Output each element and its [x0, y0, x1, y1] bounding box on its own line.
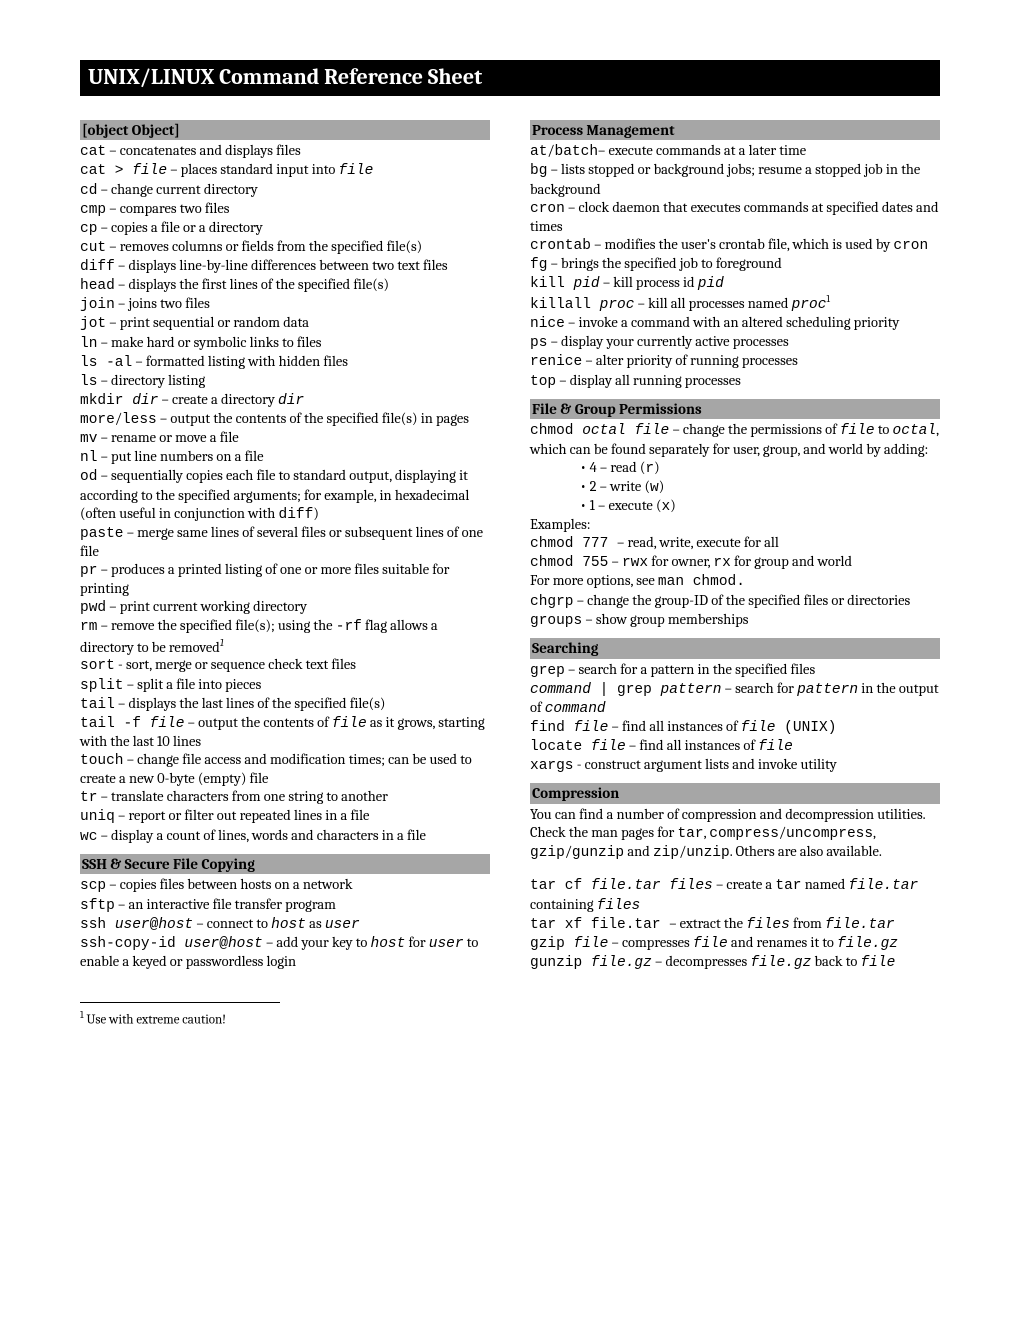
cmd-tar-xf: tar xf file.tar – extract the files from…: [530, 915, 940, 934]
cmd-jot: jot – print sequential or random data: [80, 314, 490, 333]
cmd-rm: rm – remove the specified file(s); using…: [80, 617, 490, 656]
cmd-fg: fg – brings the specified job to foregro…: [530, 255, 940, 274]
cmd-nl: nl – put line numbers on a file: [80, 448, 490, 467]
cmd-cut: cut – removes columns or fields from the…: [80, 238, 490, 257]
cmd-ssh: ssh user@host – connect to host as user: [80, 915, 490, 934]
cmd-cat: cat – concatenates and displays files: [80, 142, 490, 161]
cmd-cmp: cmp – compares two files: [80, 200, 490, 219]
cmd-tr: tr – translate characters from one strin…: [80, 788, 490, 807]
cmd-nice: nice – invoke a command with an altered …: [530, 314, 940, 333]
cmd-xargs: xargs - construct argument lists and inv…: [530, 756, 940, 775]
cmd-gunzip: gunzip file.gz – decompresses file.gz ba…: [530, 953, 940, 972]
cmd-cd: cd – change current directory: [80, 181, 490, 200]
cmd-top: top – display all running processes: [530, 372, 940, 391]
columns: [object Object] cat – concatenates and d…: [80, 120, 940, 973]
spacer: [530, 862, 940, 876]
section-ssh: SSH & Secure File Copying: [80, 854, 490, 875]
cmd-uniq: uniq – report or filter out repeated lin…: [80, 807, 490, 826]
cmd-locate: locate file – find all instances of file: [530, 737, 940, 756]
perm-ex2: chmod 755 – rwx for owner, rx for group …: [530, 553, 940, 572]
cmd-join: join – joins two files: [80, 295, 490, 314]
cmd-renice: renice – alter priority of running proce…: [530, 352, 940, 371]
cmd-ln: ln – make hard or symbolic links to file…: [80, 334, 490, 353]
perm-ex1: chmod 777 – read, write, execute for all: [530, 534, 940, 553]
cmd-diff: diff – displays line-by-line differences…: [80, 257, 490, 276]
cmd-pwd: pwd – print current working directory: [80, 598, 490, 617]
cmd-wc: wc – display a count of lines, words and…: [80, 827, 490, 846]
cmd-gzip: gzip file – compresses file and renames …: [530, 934, 940, 953]
cmd-pipe-grep: command | grep pattern – search for patt…: [530, 680, 940, 718]
cmd-ssh-copy-id: ssh-copy-id user@host – add your key to …: [80, 934, 490, 971]
cmd-chgrp: chgrp – change the group-ID of the speci…: [530, 592, 940, 611]
perm-execute: • 1 – execute (x): [530, 497, 940, 516]
perm-examples-label: Examples:: [530, 516, 940, 534]
cmd-ps: ps – display your currently active proce…: [530, 333, 940, 352]
cmd-tail-f: tail -f file – output the contents of fi…: [80, 714, 490, 751]
section-process: Process Management: [530, 120, 940, 141]
cmd-mv: mv – rename or move a file: [80, 429, 490, 448]
cmd-split: split – split a file into pieces: [80, 676, 490, 695]
cmd-head: head – displays the first lines of the s…: [80, 276, 490, 295]
cmd-cron: cron – clock daemon that executes comman…: [530, 199, 940, 236]
perm-write: • 2 – write (w): [530, 478, 940, 497]
cmd-groups: groups – show group memberships: [530, 611, 940, 630]
footnote: 1 Use with extreme caution!: [80, 1009, 940, 1029]
section-file-commands: [object Object]: [80, 120, 490, 141]
cmd-more-less: more/less – output the contents of the s…: [80, 410, 490, 429]
cmd-grep: grep – search for a pattern in the speci…: [530, 661, 940, 680]
cmd-crontab: crontab – modifies the user's crontab fi…: [530, 236, 940, 255]
cmd-scp: scp – copies files between hosts on a ne…: [80, 876, 490, 895]
right-column: Process Management at/batch– execute com…: [530, 120, 940, 973]
cmd-sort: sort - sort, merge or sequence check tex…: [80, 656, 490, 675]
cmd-touch: touch – change file access and modificat…: [80, 751, 490, 788]
cmd-kill: kill pid – kill process id pid: [530, 274, 940, 293]
cmd-bg: bg – lists stopped or background jobs; r…: [530, 161, 940, 198]
cmd-tail: tail – displays the last lines of the sp…: [80, 695, 490, 714]
page-title: UNIX/LINUX Command Reference Sheet: [80, 60, 940, 96]
cmd-tar-cf: tar cf file.tar files – create a tar nam…: [530, 876, 940, 914]
comp-intro: You can find a number of compression and…: [530, 806, 940, 862]
cmd-cp: cp – copies a file or a directory: [80, 219, 490, 238]
cmd-pr: pr – produces a printed listing of one o…: [80, 561, 490, 598]
cmd-od: od – sequentially copies each file to st…: [80, 467, 490, 523]
cmd-find: find file – find all instances of file (…: [530, 718, 940, 737]
left-column: [object Object] cat – concatenates and d…: [80, 120, 490, 973]
cmd-ls-al: ls -al – formatted listing with hidden f…: [80, 353, 490, 372]
footnote-rule: [80, 1002, 280, 1003]
perm-more: For more options, see man chmod.: [530, 572, 940, 591]
cmd-ls: ls – directory listing: [80, 372, 490, 391]
section-searching: Searching: [530, 638, 940, 659]
section-permissions: File & Group Permissions: [530, 399, 940, 420]
section-compression: Compression: [530, 783, 940, 804]
perm-read: • 4 – read (r): [530, 459, 940, 478]
cmd-mkdir: mkdir dir – create a directory dir: [80, 391, 490, 410]
cmd-paste: paste – merge same lines of several file…: [80, 524, 490, 561]
cmd-killall: killall proc – kill all processes named …: [530, 293, 940, 314]
cmd-cat-redirect: cat > file – places standard input into …: [80, 161, 490, 180]
cmd-chmod: chmod octal file – change the permission…: [530, 421, 940, 458]
cmd-sftp: sftp – an interactive file transfer prog…: [80, 896, 490, 915]
cmd-at-batch: at/batch– execute commands at a later ti…: [530, 142, 940, 161]
